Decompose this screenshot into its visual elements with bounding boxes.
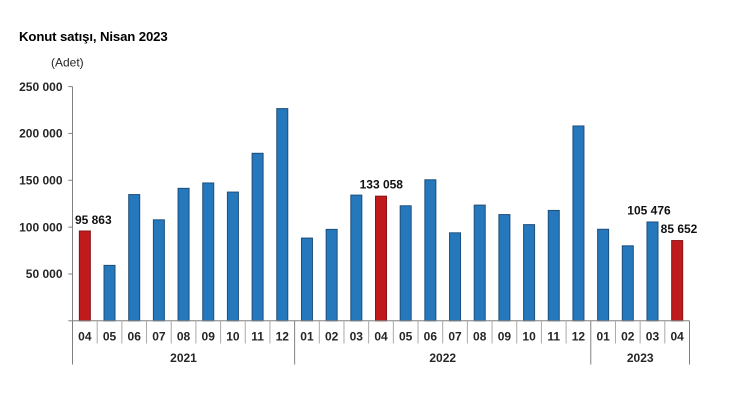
svg-text:12: 12 bbox=[572, 330, 586, 344]
svg-text:04: 04 bbox=[78, 330, 92, 344]
svg-text:2022: 2022 bbox=[429, 351, 456, 365]
svg-text:10: 10 bbox=[226, 330, 240, 344]
svg-text:(Adet): (Adet) bbox=[51, 56, 84, 70]
svg-text:03: 03 bbox=[646, 330, 660, 344]
svg-text:02: 02 bbox=[325, 330, 339, 344]
svg-text:01: 01 bbox=[596, 330, 610, 344]
svg-text:06: 06 bbox=[424, 330, 438, 344]
svg-text:10: 10 bbox=[522, 330, 536, 344]
svg-text:02: 02 bbox=[621, 330, 635, 344]
svg-text:09: 09 bbox=[498, 330, 512, 344]
svg-text:05: 05 bbox=[399, 330, 413, 344]
svg-text:95 863: 95 863 bbox=[75, 213, 112, 227]
svg-text:01: 01 bbox=[300, 330, 314, 344]
svg-text:150 000: 150 000 bbox=[19, 173, 63, 187]
svg-text:11: 11 bbox=[251, 330, 264, 344]
svg-text:08: 08 bbox=[473, 330, 487, 344]
svg-text:200 000: 200 000 bbox=[19, 127, 63, 141]
svg-text:06: 06 bbox=[128, 330, 142, 344]
svg-text:Konut satışı, Nisan 2023: Konut satışı, Nisan 2023 bbox=[19, 29, 168, 44]
svg-text:05: 05 bbox=[103, 330, 117, 344]
svg-text:04: 04 bbox=[670, 330, 684, 344]
svg-text:133 058: 133 058 bbox=[360, 178, 404, 192]
svg-text:03: 03 bbox=[350, 330, 364, 344]
svg-text:08: 08 bbox=[177, 330, 191, 344]
svg-text:105 476: 105 476 bbox=[627, 204, 671, 218]
svg-text:100 000: 100 000 bbox=[19, 220, 63, 234]
svg-text:2021: 2021 bbox=[170, 351, 197, 365]
svg-text:12: 12 bbox=[276, 330, 290, 344]
svg-text:09: 09 bbox=[202, 330, 216, 344]
svg-text:50 000: 50 000 bbox=[26, 267, 63, 281]
svg-text:04: 04 bbox=[374, 330, 388, 344]
svg-text:07: 07 bbox=[152, 330, 166, 344]
svg-text:85 652: 85 652 bbox=[661, 222, 698, 236]
svg-text:2023: 2023 bbox=[627, 351, 654, 365]
svg-text:11: 11 bbox=[547, 330, 560, 344]
svg-text:250 000: 250 000 bbox=[19, 80, 63, 94]
svg-text:07: 07 bbox=[448, 330, 462, 344]
